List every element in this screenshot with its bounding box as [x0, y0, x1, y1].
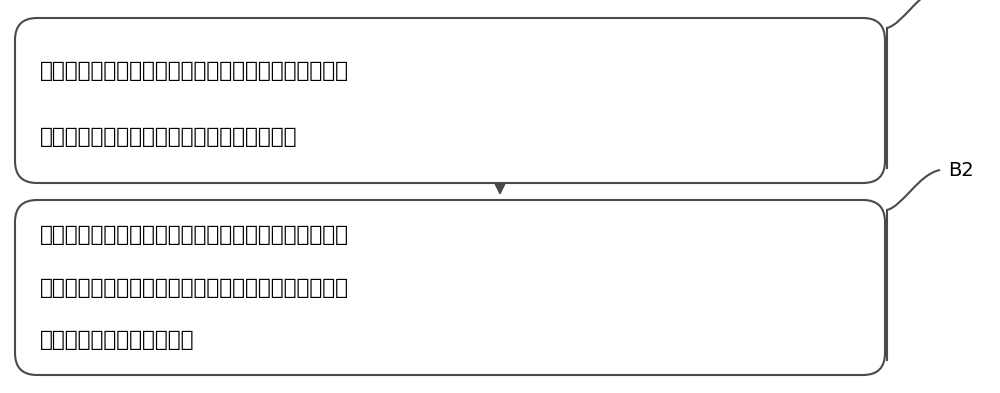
Text: 腐蚀度再结合线径和绝缘层使用年限进行排查: 腐蚀度再结合线径和绝缘层使用年限进行排查 [40, 127, 298, 147]
Text: 当进行极间短路故障的故障位置定位时，根据日常线路: 当进行极间短路故障的故障位置定位时，根据日常线路 [40, 225, 349, 245]
Text: B2: B2 [948, 160, 974, 180]
Text: 施工点距离检测点位置，再结合绝缘层使用年限、线径: 施工点距离检测点位置，再结合绝缘层使用年限、线径 [40, 277, 349, 298]
Text: 当进行单极接地故障的故障位置定位时，根据埋线区域: 当进行单极接地故障的故障位置定位时，根据埋线区域 [40, 61, 349, 81]
FancyBboxPatch shape [15, 200, 885, 375]
Text: 和埋线区域腐蚀度进行排查: 和埋线区域腐蚀度进行排查 [40, 330, 194, 350]
FancyBboxPatch shape [15, 18, 885, 183]
